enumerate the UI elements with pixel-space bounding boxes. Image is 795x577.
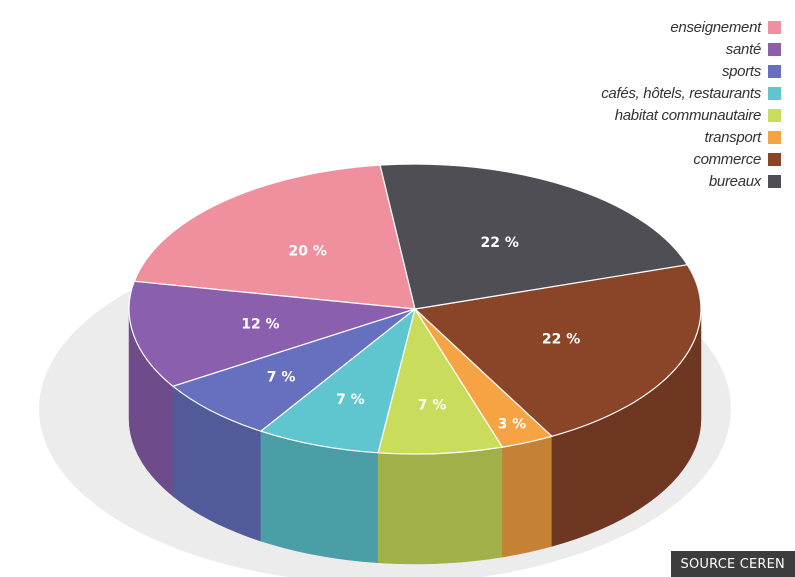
slice-value-label: 22 % xyxy=(481,235,519,251)
slice-value-label: 12 % xyxy=(241,317,279,333)
legend-label: enseignement xyxy=(670,18,761,36)
pie-slice-habitat-communautaire xyxy=(377,308,503,455)
legend-item-sports: sports xyxy=(601,60,781,82)
legend-label: santé xyxy=(725,40,762,58)
legend-label: habitat communautaire xyxy=(614,106,762,124)
legend-swatch xyxy=(768,86,781,100)
legend-swatch xyxy=(768,64,781,78)
pie-side-transport xyxy=(502,435,553,558)
legend-swatch xyxy=(768,152,781,166)
legend-item-commerce: commerce xyxy=(601,148,781,170)
legend-item-sante: santé xyxy=(601,38,781,60)
pie-slice-caf-s-h-tels-restaurants xyxy=(260,308,416,454)
legend-item-bureaux: bureaux xyxy=(601,170,781,192)
pie-slice-commerce xyxy=(414,264,702,437)
slice-value-label: 7 % xyxy=(418,397,447,413)
legend-item-cafes-hotels-restaurants: cafés, hôtels, restaurants xyxy=(601,82,781,104)
pie-slice-bureaux xyxy=(379,163,688,310)
pie-slice-sant- xyxy=(128,280,416,387)
legend-swatch xyxy=(768,130,781,144)
legend-swatch xyxy=(768,108,781,122)
slice-value-label: 22 % xyxy=(542,332,580,348)
legend-item-enseignement: enseignement xyxy=(601,16,781,38)
legend-item-transport: transport xyxy=(601,126,781,148)
source-credit: SOURCE CEREN xyxy=(670,551,795,577)
slice-value-label: 7 % xyxy=(267,369,296,385)
pie-slice-enseignement xyxy=(133,164,416,310)
legend-swatch xyxy=(768,174,781,188)
legend-item-habitat-communautaire: habitat communautaire xyxy=(601,104,781,126)
legend-swatch xyxy=(768,42,781,56)
legend-label: cafés, hôtels, restaurants xyxy=(601,84,761,102)
pie-slice-sports xyxy=(172,308,416,432)
slice-value-label: 3 % xyxy=(498,417,527,433)
pie-side-habitat-communautaire xyxy=(377,446,503,565)
slice-value-label: 7 % xyxy=(336,392,365,408)
legend-label: sports xyxy=(721,62,761,80)
legend-label: transport xyxy=(704,128,762,146)
legend-label: commerce xyxy=(693,150,761,168)
slice-value-label: 20 % xyxy=(289,244,327,260)
legend: enseignement santé sports cafés, hôtels,… xyxy=(601,16,781,192)
legend-swatch xyxy=(768,20,781,34)
legend-label: bureaux xyxy=(708,172,761,190)
